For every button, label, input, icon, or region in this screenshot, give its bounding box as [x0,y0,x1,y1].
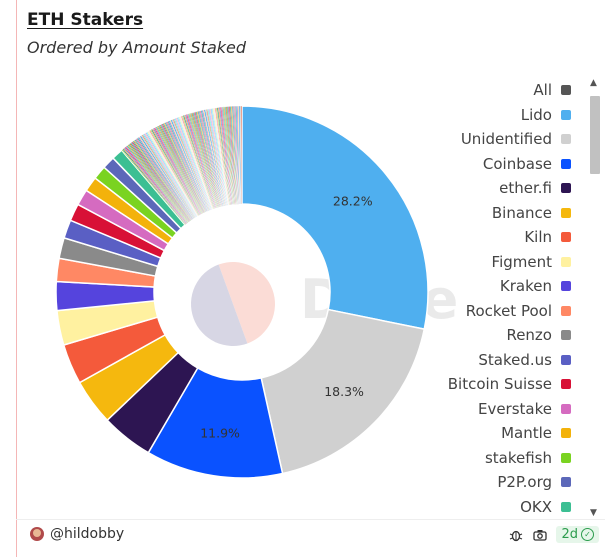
legend-label: Lido [520,105,552,124]
legend-item[interactable]: P2P.org [421,470,571,495]
inner-pie-decoration [218,262,275,344]
legend-item[interactable]: Binance [421,201,571,226]
legend-swatch [561,134,571,145]
legend-swatch [561,330,571,341]
legend-swatch [561,501,571,512]
pie-slice-other[interactable] [240,105,243,205]
author-link[interactable]: @hildobby [30,526,124,542]
legend-item[interactable]: Figment [421,250,571,275]
legend-swatch [561,158,571,169]
legend-label: Figment [491,252,552,271]
legend-label: stakefish [484,448,552,467]
legend-swatch [561,232,571,243]
legend-label: Kraken [499,277,552,296]
legend-label: Coinbase [482,154,552,173]
legend-label: Everstake [477,399,552,418]
left-accent-rule [16,0,17,557]
scroll-up-arrow-icon[interactable]: ▲ [590,78,597,88]
slice-data-label: 18.3% [324,384,364,399]
legend-label: ether.fi [499,179,552,198]
legend-swatch [561,379,571,390]
bug-icon[interactable] [508,527,524,543]
legend-label: Mantle [501,424,552,443]
legend-swatch [561,207,571,218]
slice-data-label: 28.2% [333,194,373,209]
legend-item[interactable]: OKX [421,495,571,519]
legend-item[interactable]: Mantle [421,421,571,446]
camera-icon[interactable] [532,527,548,543]
freshness-badge[interactable]: 2d ✓ [556,526,599,543]
legend-label: P2P.org [497,473,552,492]
legend-item[interactable]: Rocket Pool [421,299,571,324]
legend-label: Renzo [506,326,552,345]
footer-divider [16,519,605,520]
legend-label: Kiln [524,228,552,247]
legend-label: Bitcoin Suisse [447,375,552,394]
footer-actions: 2d ✓ [508,526,599,543]
legend-swatch [561,428,571,439]
donut-chart: 28.2% 18.3% 11.9% [55,105,429,479]
legend-item[interactable]: Kraken [421,274,571,299]
legend-item[interactable]: Staked.us [421,348,571,373]
avatar [30,527,44,541]
pie-slice-lido[interactable] [241,105,429,331]
legend-swatch [561,305,571,316]
age-label: 2d [561,527,578,542]
author-name: @hildobby [50,526,125,542]
legend-label: Staked.us [478,350,552,369]
scroll-thumb[interactable] [590,96,600,174]
legend-swatch [561,281,571,292]
legend-item[interactable]: Renzo [421,323,571,348]
slice-data-label: 11.9% [200,425,240,440]
legend-label: Rocket Pool [465,301,552,320]
legend-item[interactable]: Bitcoin Suisse [421,372,571,397]
legend-item[interactable]: Coinbase [421,152,571,177]
legend-item[interactable]: Everstake [421,397,571,422]
legend-swatch [561,403,571,414]
scroll-down-arrow-icon[interactable]: ▼ [590,508,597,518]
legend-swatch [561,452,571,463]
legend-label: Binance [491,203,552,222]
chart-legend: All Lido Unidentified Coinbase ether.fi Binan… [421,78,571,518]
check-circle-icon: ✓ [581,528,594,541]
legend-label: Unidentified [460,130,552,149]
legend-label: OKX [520,497,552,516]
chart-title[interactable]: ETH Stakers [27,10,144,30]
legend-item[interactable]: Unidentified [421,127,571,152]
legend-item[interactable]: stakefish [421,446,571,471]
chart-subtitle: Ordered by Amount Staked [27,38,247,57]
legend-swatch [561,354,571,365]
legend-item[interactable]: Kiln [421,225,571,250]
legend-swatch [561,109,571,120]
legend-item[interactable]: All [421,78,571,103]
inner-pie-decoration [191,264,248,346]
legend-swatch [561,183,571,194]
legend-swatch [561,85,571,96]
legend-item[interactable]: Lido [421,103,571,128]
legend-label: All [533,81,552,100]
pie-slice-unidentified[interactable] [260,308,426,475]
legend-scrollbar[interactable]: ▲ ▼ [588,78,602,518]
legend-swatch [561,477,571,488]
legend-item[interactable]: ether.fi [421,176,571,201]
legend-swatch [561,256,571,267]
